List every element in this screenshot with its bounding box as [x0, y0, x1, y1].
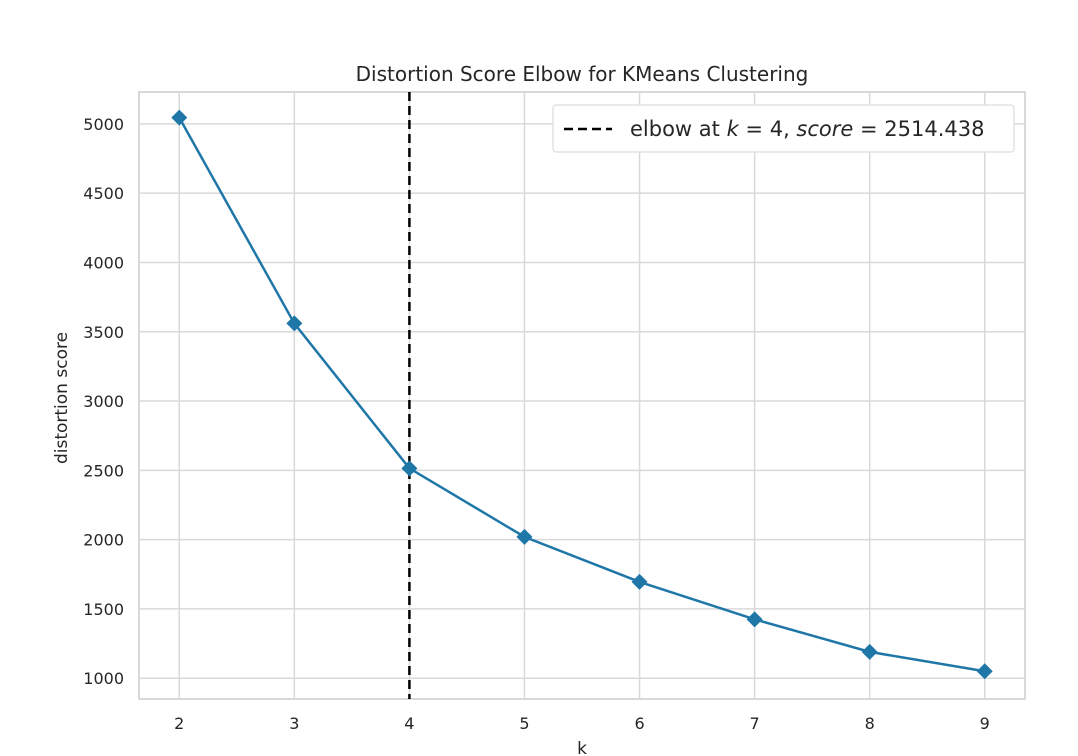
y-tick-label: 4500 — [83, 184, 124, 203]
legend-eq-1: = — [739, 117, 770, 141]
y-tick-label: 4000 — [83, 253, 124, 272]
y-tick-label: 2500 — [83, 461, 124, 480]
x-tick-label: 7 — [750, 714, 760, 733]
y-tick-label: 2000 — [83, 531, 124, 550]
x-tick-label: 6 — [634, 714, 644, 733]
legend-k-value: 4 — [770, 117, 783, 141]
x-tick-label: 3 — [289, 714, 299, 733]
x-tick-label: 9 — [980, 714, 990, 733]
data-point — [861, 643, 878, 660]
legend-comma: , — [783, 117, 796, 141]
data-point — [746, 611, 763, 628]
data-point — [976, 663, 993, 680]
legend-score-symbol: score — [796, 117, 853, 141]
y-tick-label: 3500 — [83, 323, 124, 342]
legend-box — [552, 104, 1015, 153]
x-tick-label: 4 — [404, 714, 414, 733]
data-point — [516, 528, 533, 545]
legend-label: elbow at k = 4, score = 2514.438 — [630, 117, 984, 141]
tick-labels: 2 3 4 5 6 7 8 910001500200025003000350040004500… — [83, 115, 990, 733]
series-line — [178, 117, 985, 673]
x-axis-label: k — [577, 739, 587, 756]
legend-k-symbol: k — [727, 117, 740, 141]
y-axis-label: distortion score — [52, 332, 72, 464]
data-point — [401, 460, 418, 477]
data-point — [171, 109, 188, 126]
x-tick-label: 5 — [519, 714, 529, 733]
plot-area — [138, 91, 1026, 700]
chart-title: Distortion Score Elbow for KMeans Cluste… — [356, 62, 809, 86]
x-tick-label: 2 — [174, 714, 184, 733]
legend: elbow at k = 4, score = 2514.438 — [552, 104, 1015, 153]
y-tick-label: 1500 — [83, 600, 124, 619]
y-tick-label: 5000 — [83, 115, 124, 134]
legend-eq-2: = — [853, 117, 884, 141]
data-point — [286, 315, 303, 332]
y-tick-label: 3000 — [83, 392, 124, 411]
legend-prefix: elbow at — [630, 117, 727, 141]
data-point — [631, 573, 648, 590]
x-tick-label: 8 — [865, 714, 875, 733]
series-group — [171, 109, 993, 680]
y-tick-label: 1000 — [83, 669, 124, 688]
legend-score-value: 2514.438 — [884, 117, 984, 141]
